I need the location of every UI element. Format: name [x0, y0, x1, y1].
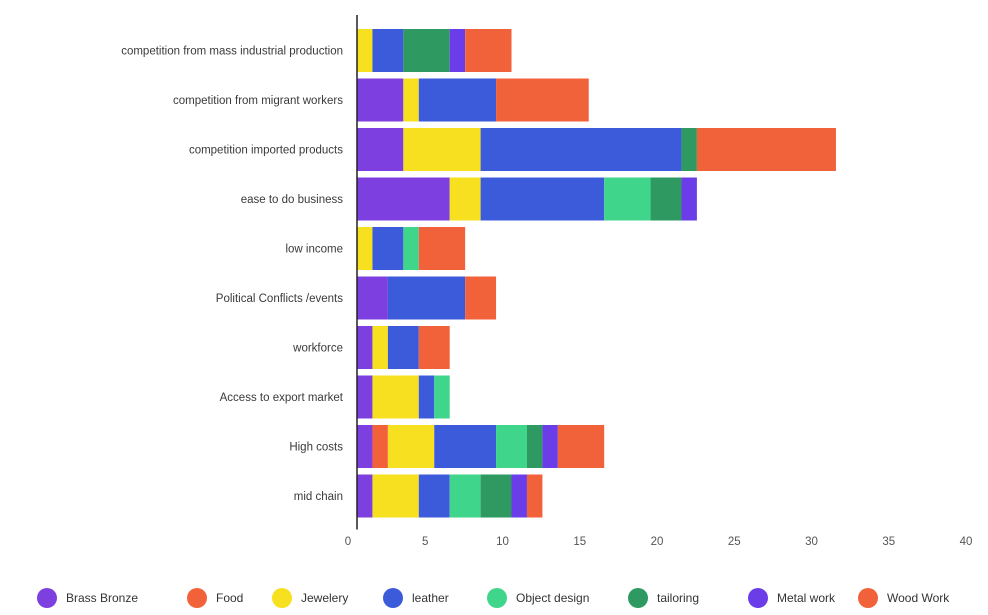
bar-segment-low-income-wood-work — [418, 227, 466, 270]
bar-segment-workforce-wood-work — [418, 326, 450, 369]
bar-segment-ease-to-do-business-leather — [480, 177, 605, 221]
bar-segment-high-costs-wood-work — [557, 425, 605, 468]
bar-segment-competition-from-mass-industrial-production-leather — [372, 29, 404, 72]
bar-segment-competition-imported-products-brass-bronze — [357, 128, 404, 171]
bar-segment-ease-to-do-business-object-design — [604, 177, 651, 221]
category-label: High costs — [289, 442, 343, 454]
bar-segment-competition-from-mass-industrial-production-jewelery — [357, 29, 373, 72]
bar-segment-access-to-export-market-brass-bronze — [357, 375, 373, 419]
legend-swatch-wood-work — [858, 588, 878, 608]
bar-segment-high-costs-leather — [434, 425, 497, 468]
bar-segment-competition-from-mass-industrial-production-wood-work — [465, 29, 512, 72]
legend-swatch-food — [187, 588, 207, 608]
bar-segment-ease-to-do-business-jewelery — [449, 177, 481, 221]
legend-label-brass-bronze: Brass Bronze — [66, 591, 138, 605]
bar-segment-political-conflicts-events-leather — [387, 276, 466, 320]
bar-segment-mid-chain-object-design — [449, 474, 481, 518]
bar-segment-competition-imported-products-wood-work — [696, 128, 836, 171]
x-tick-label: 25 — [728, 536, 741, 548]
x-tick-label: 0 — [345, 536, 351, 548]
legend-swatch-tailoring — [628, 588, 648, 608]
x-tick-label: 30 — [805, 536, 818, 548]
bar-segment-competition-from-migrant-workers-brass-bronze — [357, 78, 404, 122]
category-labels: competition from mass industrial product… — [121, 46, 344, 504]
x-tick-label: 40 — [960, 536, 973, 548]
category-label: Access to export market — [220, 392, 344, 404]
bar-segment-access-to-export-market-leather — [418, 375, 435, 419]
bar-segment-high-costs-food — [372, 425, 388, 468]
bar-segment-mid-chain-metal-work — [511, 474, 527, 518]
x-tick-label: 5 — [422, 536, 428, 548]
bar-segment-competition-imported-products-tailoring — [681, 128, 697, 171]
bar-segment-competition-from-mass-industrial-production-tailoring — [403, 29, 450, 72]
bar-segment-low-income-jewelery — [357, 227, 373, 270]
legend-label-tailoring: tailoring — [657, 591, 699, 605]
bar-segment-competition-from-mass-industrial-production-metal-work — [449, 29, 466, 72]
category-label: competition from mass industrial product… — [121, 46, 343, 58]
bar-segment-high-costs-brass-bronze — [357, 425, 373, 468]
bar-segment-political-conflicts-events-brass-bronze — [357, 276, 388, 320]
category-label: competition imported products — [189, 145, 343, 157]
bar-segment-workforce-brass-bronze — [357, 326, 373, 369]
legend-label-object-design: Object design — [516, 591, 589, 605]
bar-segment-access-to-export-market-jewelery — [372, 375, 419, 419]
bar-segment-mid-chain-jewelery — [372, 474, 419, 518]
bar-segment-political-conflicts-events-wood-work — [465, 276, 497, 320]
legend-swatch-jewelery — [272, 588, 292, 608]
bar-segment-mid-chain-brass-bronze — [357, 474, 373, 518]
bar-segment-competition-from-migrant-workers-leather — [418, 78, 497, 122]
x-tick-label: 15 — [573, 536, 586, 548]
legend-swatch-object-design — [487, 588, 507, 608]
bar-segment-mid-chain-leather — [418, 474, 450, 518]
bar-segment-low-income-leather — [372, 227, 404, 270]
legend-swatch-leather — [383, 588, 403, 608]
x-tick-labels: 0 5 10 15 20 25 30 35 40 — [345, 536, 973, 548]
category-label: low income — [285, 244, 343, 256]
category-label: competition from migrant workers — [173, 95, 343, 107]
bar-segment-low-income-object-design — [403, 227, 419, 270]
legend-label-jewelery: Jewelery — [301, 591, 348, 605]
legend-swatch-metal-work — [748, 588, 768, 608]
bar-segment-access-to-export-market-object-design — [434, 375, 450, 419]
bar-segment-competition-from-migrant-workers-jewelery — [403, 78, 419, 122]
bar-segment-mid-chain-wood-work — [526, 474, 543, 518]
bar-segment-ease-to-do-business-tailoring — [650, 177, 682, 221]
bars-group — [357, 29, 836, 518]
category-label: Political Conflicts /events — [216, 293, 343, 305]
bar-segment-ease-to-do-business-brass-bronze — [357, 177, 450, 221]
category-label: ease to do business — [241, 194, 344, 206]
x-tick-label: 10 — [496, 536, 509, 548]
legend: Brass Bronze Food Jewelery leather Object de… — [37, 588, 950, 608]
bar-segment-competition-imported-products-leather — [480, 128, 682, 171]
bar-segment-high-costs-tailoring — [526, 425, 543, 468]
legend-label-food: Food — [216, 591, 243, 605]
bar-segment-competition-imported-products-jewelery — [403, 128, 481, 171]
bar-segment-high-costs-jewelery — [387, 425, 435, 468]
bar-segment-high-costs-metal-work — [542, 425, 558, 468]
bar-segment-mid-chain-tailoring — [480, 474, 512, 518]
legend-label-wood-work: Wood Work — [887, 591, 950, 605]
bar-segment-competition-from-migrant-workers-wood-work — [496, 78, 589, 122]
category-label: mid chain — [294, 491, 343, 503]
bar-segment-workforce-jewelery — [372, 326, 388, 369]
legend-swatch-brass-bronze — [37, 588, 57, 608]
bar-segment-ease-to-do-business-metal-work — [681, 177, 697, 221]
legend-label-leather: leather — [412, 591, 449, 605]
x-tick-label: 35 — [882, 536, 895, 548]
x-tick-label: 20 — [651, 536, 664, 548]
bar-segment-high-costs-object-design — [496, 425, 527, 468]
legend-label-metal-work: Metal work — [777, 591, 836, 605]
bar-segment-workforce-leather — [387, 326, 419, 369]
category-label: workforce — [292, 343, 343, 355]
